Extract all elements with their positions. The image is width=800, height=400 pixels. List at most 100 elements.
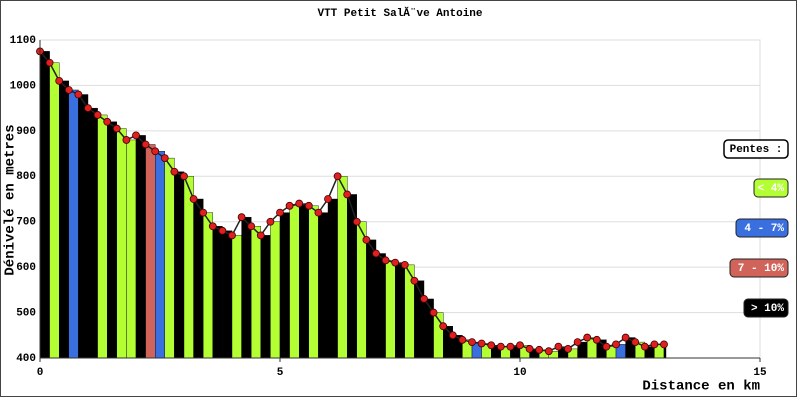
- slope-bar: [193, 198, 204, 359]
- y-tick-label: 500: [16, 307, 36, 319]
- y-tick-label: 1000: [10, 80, 36, 92]
- y-tick-label: 1100: [10, 35, 36, 47]
- elevation-point: [535, 345, 544, 354]
- elevation-point: [324, 195, 332, 203]
- elevation-point: [448, 331, 457, 340]
- slope-bar: [318, 212, 329, 359]
- slope-bar: [366, 239, 377, 359]
- x-tick-label: 0: [37, 367, 44, 379]
- elevation-point: [208, 222, 217, 231]
- elevation-point: [170, 167, 179, 176]
- elevation-point: [592, 335, 601, 344]
- slope-bar: [299, 203, 310, 359]
- elevation-point: [391, 258, 400, 267]
- elevation-point: [295, 199, 304, 208]
- slope-bar: [395, 262, 406, 359]
- slope-bar: [260, 235, 271, 359]
- elevation-point: [180, 172, 188, 181]
- slope-bar: [97, 114, 108, 359]
- y-tick-label: 600: [16, 262, 36, 274]
- elevation-point: [237, 213, 246, 222]
- elevation-point: [429, 308, 438, 317]
- elevation-point: [477, 339, 486, 348]
- elevation-point: [631, 338, 640, 347]
- y-axis-label: Dénivelé en metres: [3, 124, 19, 275]
- elevation-point: [612, 340, 620, 349]
- elevation-point: [314, 208, 323, 217]
- elevation-point: [103, 117, 112, 126]
- elevation-point: [458, 335, 467, 344]
- elevation-point: [74, 90, 83, 99]
- slope-bar: [279, 212, 290, 359]
- legend-swatch: [753, 178, 789, 198]
- slope-bar: [39, 51, 50, 359]
- elevation-point: [141, 140, 150, 149]
- elevation-point: [189, 195, 198, 203]
- slope-bar: [308, 205, 319, 359]
- slope-bar: [289, 205, 300, 359]
- elevation-point: [372, 249, 380, 258]
- elevation-point: [381, 256, 390, 265]
- elevation-point: [602, 342, 611, 351]
- legend-swatch: [735, 218, 789, 238]
- y-tick-label: 900: [16, 126, 36, 138]
- slope-bar: [174, 171, 185, 359]
- elevation-point: [400, 260, 409, 269]
- slope-bar: [385, 260, 396, 359]
- slope-bar: [154, 151, 165, 359]
- elevation-point: [122, 136, 131, 144]
- legend-swatch: [729, 258, 789, 278]
- legend-label: > 10%: [751, 303, 784, 315]
- elevation-point: [343, 190, 352, 199]
- legend-swatch: [743, 298, 789, 318]
- x-tick-label: 10: [513, 367, 526, 379]
- elevation-point: [64, 86, 73, 94]
- elevation-point: [650, 340, 659, 349]
- elevation-point: [506, 342, 515, 351]
- elevation-point: [93, 111, 102, 119]
- elevation-point: [266, 217, 275, 226]
- elevation-point: [333, 172, 342, 181]
- legend-title: Pentes :: [730, 144, 783, 156]
- elevation-point: [439, 322, 448, 331]
- slope-bar: [423, 298, 434, 359]
- elevation-point: [132, 131, 140, 140]
- elevation-point: [247, 222, 256, 231]
- elevation-point: [564, 345, 572, 353]
- elevation-point: [218, 226, 227, 235]
- elevation-point: [660, 340, 668, 349]
- slope-bar: [183, 176, 194, 359]
- chart-title: VTT Petit SalĂ¨ve Antoine: [317, 6, 482, 20]
- slope-bar: [59, 80, 70, 359]
- elevation-point: [256, 231, 265, 240]
- elevation-point: [468, 338, 476, 347]
- slope-bar: [116, 128, 127, 359]
- slope-bar: [78, 94, 89, 359]
- slope-bar: [145, 144, 156, 359]
- slope-bar: [49, 62, 60, 359]
- slope-bar: [414, 280, 425, 359]
- slope-bar: [212, 226, 223, 359]
- slope-bar: [375, 253, 386, 359]
- elevation-point: [352, 217, 361, 226]
- elevation-point: [516, 341, 524, 350]
- x-axis-label: Distance en km: [642, 379, 760, 395]
- elevation-point: [420, 295, 428, 303]
- legend-label: 7 - 10%: [738, 263, 785, 275]
- slope-bar: [68, 89, 79, 359]
- elevation-point: [160, 154, 169, 163]
- slope-bar: [241, 216, 252, 359]
- slope-bar: [135, 135, 146, 359]
- elevation-point: [487, 341, 496, 350]
- slope-bar: [106, 121, 117, 359]
- y-tick-label: 700: [16, 217, 36, 229]
- elevation-point: [304, 201, 313, 210]
- elevation-point: [199, 208, 208, 217]
- elevation-point: [362, 235, 371, 244]
- x-tick-label: 5: [277, 367, 284, 379]
- slope-bar: [337, 176, 348, 359]
- elevation-point: [410, 276, 419, 285]
- slope-bar: [202, 212, 213, 359]
- slope-bar: [250, 226, 261, 359]
